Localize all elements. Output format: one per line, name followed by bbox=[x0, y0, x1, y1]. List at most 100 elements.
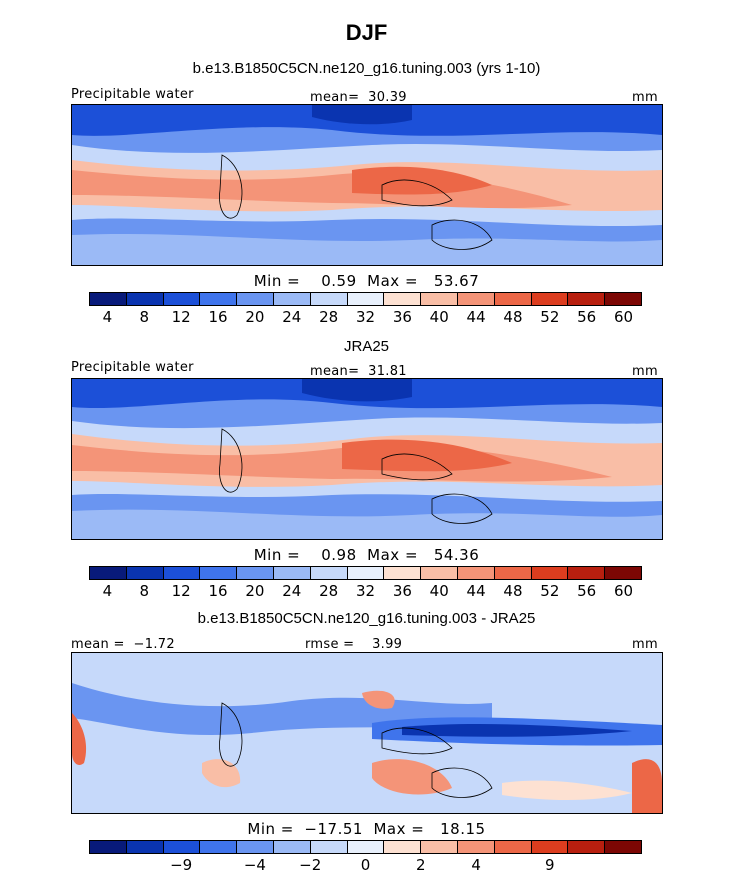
panel3-colorbar-ticks: −9 −4 −2 0 2 4 9 bbox=[0, 856, 733, 876]
colorbar-swatch bbox=[605, 567, 641, 579]
colorbar-swatch bbox=[494, 841, 532, 853]
colorbar-swatch bbox=[384, 841, 422, 853]
colorbar-tick-label: 44 bbox=[466, 308, 486, 326]
colorbar-tick-label: 60 bbox=[614, 582, 634, 600]
colorbar-tick-label: −9 bbox=[170, 856, 193, 874]
colorbar-tick-label: 40 bbox=[429, 308, 449, 326]
panel1-variable-label: Precipitable water bbox=[71, 87, 194, 102]
colorbar-tick-label: 48 bbox=[503, 582, 523, 600]
colorbar-tick-label: 28 bbox=[319, 582, 339, 600]
colorbar-swatch bbox=[347, 293, 385, 305]
colorbar-tick-label: 52 bbox=[540, 582, 560, 600]
panel3-map-field bbox=[72, 653, 662, 813]
colorbar-tick-label: 56 bbox=[577, 582, 597, 600]
panel3-colorbar bbox=[89, 840, 642, 854]
colorbar-tick-label: 56 bbox=[577, 308, 597, 326]
colorbar-tick-label: 40 bbox=[429, 582, 449, 600]
colorbar-tick-label: 8 bbox=[139, 582, 150, 600]
colorbar-tick-label: 20 bbox=[245, 582, 265, 600]
panel2-min-max: Min = 0.98 Max = 54.36 bbox=[253, 546, 480, 564]
colorbar-swatch bbox=[384, 567, 422, 579]
colorbar-swatch bbox=[421, 841, 458, 853]
panel3-min-max: Min = −17.51 Max = 18.15 bbox=[247, 820, 486, 838]
colorbar-swatch bbox=[347, 567, 385, 579]
colorbar-swatch bbox=[457, 293, 495, 305]
colorbar-tick-label: 32 bbox=[355, 308, 376, 326]
colorbar-swatch bbox=[568, 567, 606, 579]
panel1-colorbar-ticks: 4 8 12 16 20 24 28 32 36 40 44 48 52 56 60 bbox=[0, 308, 733, 328]
panel3-rmse-label: rmse = 3.99 bbox=[305, 637, 403, 652]
colorbar-tick-label: 8 bbox=[139, 308, 150, 326]
colorbar-tick-label: 52 bbox=[540, 308, 560, 326]
panel2-mean-label: mean= 31.81 bbox=[310, 364, 407, 379]
colorbar-swatch bbox=[568, 293, 606, 305]
panel1-units: mm bbox=[632, 90, 658, 105]
colorbar-swatch bbox=[421, 293, 458, 305]
panel1-mean-label: mean= 30.39 bbox=[310, 90, 407, 105]
colorbar-tick-label: 12 bbox=[171, 582, 191, 600]
panel1-colorbar bbox=[89, 292, 642, 306]
panel1-map bbox=[71, 104, 663, 266]
colorbar-swatch bbox=[347, 841, 385, 853]
colorbar-swatch bbox=[90, 567, 127, 579]
colorbar-tick-label: 44 bbox=[466, 582, 486, 600]
panel2-colorbar bbox=[89, 566, 642, 580]
panel3-mean-label: mean = −1.72 bbox=[71, 637, 175, 652]
colorbar-swatch bbox=[531, 567, 569, 579]
colorbar-tick-label: 16 bbox=[208, 308, 228, 326]
panel3-title: b.e13.B1850C5CN.ne120_g16.tuning.003 - J… bbox=[197, 610, 536, 627]
colorbar-tick-label: 36 bbox=[392, 308, 412, 326]
panel1-map-field bbox=[72, 105, 662, 265]
colorbar-tick-label: 24 bbox=[282, 582, 302, 600]
colorbar-swatch bbox=[494, 567, 532, 579]
colorbar-tick-label: 2 bbox=[416, 856, 426, 874]
colorbar-tick-label: −2 bbox=[299, 856, 322, 874]
figure-title: DJF bbox=[345, 20, 388, 45]
colorbar-tick-label: 0 bbox=[360, 856, 371, 874]
colorbar-tick-label: 36 bbox=[392, 582, 412, 600]
colorbar-swatch bbox=[200, 293, 238, 305]
colorbar-tick-label: 24 bbox=[282, 308, 302, 326]
colorbar-swatch bbox=[605, 293, 641, 305]
panel2-colorbar-ticks: 4 8 12 16 20 24 28 32 36 40 44 48 52 56 60 bbox=[0, 582, 733, 602]
colorbar-swatch bbox=[90, 841, 127, 853]
colorbar-tick-label: 20 bbox=[245, 308, 265, 326]
colorbar-swatch bbox=[237, 841, 274, 853]
panel2-units: mm bbox=[632, 364, 658, 379]
colorbar-swatch bbox=[310, 841, 348, 853]
colorbar-tick-label: 48 bbox=[503, 308, 523, 326]
colorbar-tick-label: 16 bbox=[208, 582, 228, 600]
colorbar-swatch bbox=[568, 841, 606, 853]
colorbar-swatch bbox=[531, 841, 569, 853]
panel3-units: mm bbox=[632, 637, 658, 652]
colorbar-swatch bbox=[494, 293, 532, 305]
colorbar-tick-label: 4 bbox=[102, 582, 113, 600]
colorbar-swatch bbox=[421, 567, 458, 579]
colorbar-swatch bbox=[273, 841, 311, 853]
colorbar-tick-label: 4 bbox=[471, 856, 481, 874]
colorbar-swatch bbox=[163, 567, 201, 579]
colorbar-swatch bbox=[273, 567, 311, 579]
colorbar-tick-label: 28 bbox=[319, 308, 339, 326]
colorbar-swatch bbox=[310, 567, 348, 579]
panel3-map bbox=[71, 652, 663, 814]
colorbar-swatch bbox=[90, 293, 127, 305]
colorbar-swatch bbox=[605, 841, 641, 853]
colorbar-tick-label: −4 bbox=[243, 856, 266, 874]
panel2-map bbox=[71, 378, 663, 540]
panel2-title: JRA25 bbox=[343, 338, 390, 355]
panel2-map-field bbox=[72, 379, 662, 539]
colorbar-swatch bbox=[457, 841, 495, 853]
colorbar-swatch bbox=[531, 293, 569, 305]
colorbar-swatch bbox=[163, 293, 201, 305]
panel1-title: b.e13.B1850C5CN.ne120_g16.tuning.003 (yr… bbox=[192, 60, 541, 77]
panel1-min-max: Min = 0.59 Max = 53.67 bbox=[253, 272, 480, 290]
colorbar-swatch bbox=[237, 567, 274, 579]
colorbar-swatch bbox=[237, 293, 274, 305]
colorbar-tick-label: 32 bbox=[355, 582, 376, 600]
panel2-variable-label: Precipitable water bbox=[71, 360, 194, 375]
colorbar-swatch bbox=[126, 293, 164, 305]
colorbar-tick-label: 60 bbox=[614, 308, 634, 326]
colorbar-swatch bbox=[310, 293, 348, 305]
colorbar-tick-label: 12 bbox=[171, 308, 191, 326]
